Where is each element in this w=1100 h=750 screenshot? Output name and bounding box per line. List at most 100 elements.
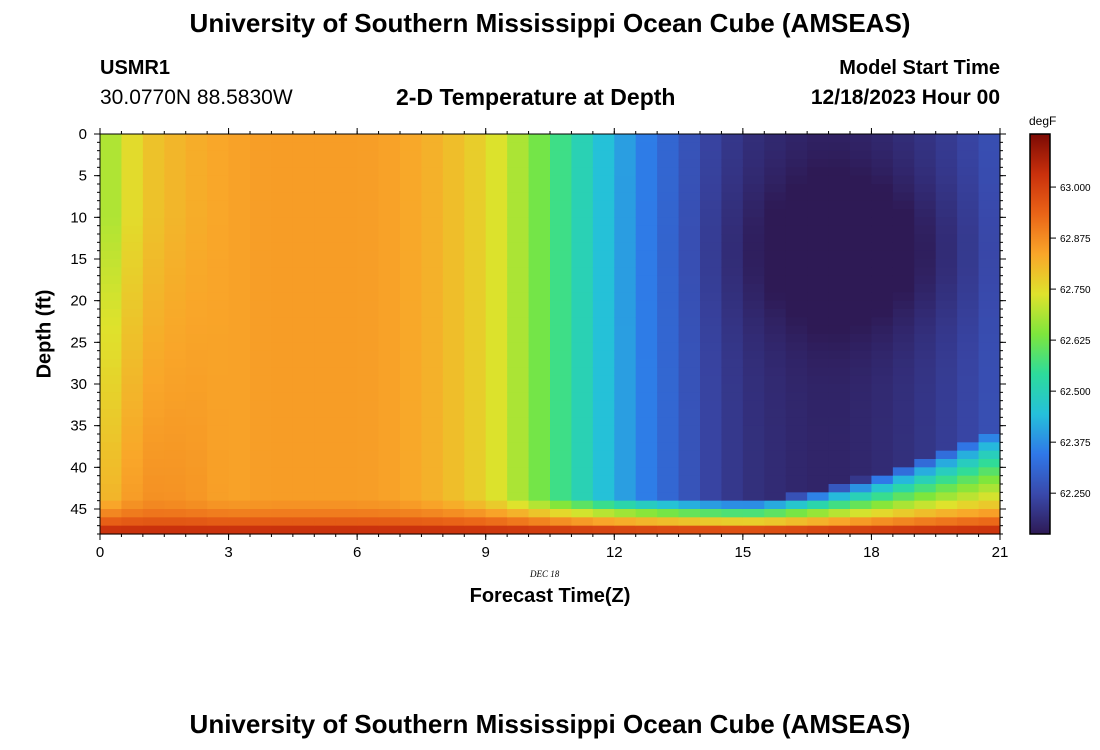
heatmap-cell: [957, 392, 980, 402]
heatmap-cell: [614, 142, 637, 152]
heatmap-cell: [271, 317, 294, 327]
heatmap-cell: [314, 317, 337, 327]
heatmap-cell: [571, 359, 594, 368]
heatmap-cell: [378, 142, 401, 152]
heatmap-cell: [785, 525, 808, 535]
heatmap-cell: [292, 267, 315, 277]
heatmap-cell: [571, 367, 594, 377]
heatmap-cell: [228, 442, 251, 452]
heatmap-cell: [807, 259, 830, 268]
heatmap-cell: [635, 392, 658, 402]
heatmap-cell: [892, 442, 915, 452]
heatmap-cell: [292, 409, 315, 418]
heatmap-cell: [528, 275, 551, 285]
heatmap-cell: [721, 234, 744, 243]
heatmap-cell: [850, 250, 873, 260]
heatmap-cell: [250, 459, 273, 468]
heatmap-cell: [657, 500, 680, 510]
heatmap-cell: [914, 350, 937, 360]
heatmap-cell: [228, 475, 251, 485]
heatmap-cell: [142, 150, 165, 160]
heatmap-cell: [850, 159, 873, 168]
heatmap-cell: [400, 242, 423, 252]
heatmap-cell: [250, 200, 273, 210]
x-tick-label: 3: [224, 544, 232, 561]
heatmap-cell: [742, 459, 765, 468]
heatmap-cell: [121, 400, 144, 410]
heatmap-cell: [892, 475, 915, 485]
heatmap-cell: [292, 392, 315, 402]
heatmap-cell: [142, 475, 165, 485]
heatmap-cell: [335, 384, 358, 393]
heatmap-cell: [700, 192, 723, 202]
heatmap-cell: [550, 467, 573, 477]
heatmap-cell: [678, 242, 701, 252]
heatmap-cell: [914, 134, 937, 143]
heatmap-cell: [914, 317, 937, 327]
heatmap-cell: [592, 517, 615, 527]
heatmap-cell: [228, 509, 251, 518]
heatmap-cell: [335, 259, 358, 268]
heatmap-cell: [100, 259, 123, 268]
heatmap-cell: [957, 500, 980, 510]
heatmap-cell: [657, 417, 680, 427]
heatmap-cell: [442, 142, 465, 152]
heatmap-cell: [314, 342, 337, 352]
heatmap-cell: [785, 517, 808, 527]
heatmap-cell: [292, 459, 315, 468]
heatmap-cell: [871, 400, 894, 410]
heatmap-cell: [892, 309, 915, 318]
heatmap-cell: [635, 267, 658, 277]
x-tick-label: 15: [735, 544, 752, 561]
heatmap-cell: [807, 292, 830, 302]
heatmap-cell: [957, 442, 980, 452]
heatmap-cell: [571, 167, 594, 177]
heatmap-cell: [807, 325, 830, 335]
heatmap-cell: [357, 167, 380, 177]
heatmap-cell: [335, 492, 358, 502]
heatmap-cell: [100, 492, 123, 502]
heatmap-cell: [721, 217, 744, 227]
heatmap-cell: [914, 409, 937, 418]
heatmap-cell: [850, 350, 873, 360]
heatmap-cell: [657, 392, 680, 402]
heatmap-cell: [271, 409, 294, 418]
heatmap-cell: [828, 150, 851, 160]
heatmap-cell: [485, 142, 508, 152]
heatmap-cell: [100, 392, 123, 402]
heatmap-cell: [828, 325, 851, 335]
heatmap-cell: [592, 292, 615, 302]
heatmap-cell: [528, 425, 551, 435]
heatmap-cell: [935, 500, 958, 510]
heatmap-cell: [657, 459, 680, 468]
heatmap-cell: [571, 267, 594, 277]
heatmap-cell: [721, 459, 744, 468]
heatmap-cell: [764, 217, 787, 227]
heatmap-cell: [207, 217, 230, 227]
heatmap-cell: [935, 267, 958, 277]
heatmap-cell: [678, 159, 701, 168]
heatmap-cell: [464, 484, 487, 493]
heatmap-cell: [700, 334, 723, 343]
heatmap-cell: [807, 342, 830, 352]
heatmap-cell: [121, 284, 144, 293]
heatmap-cell: [378, 267, 401, 277]
heatmap-cell: [164, 434, 187, 443]
heatmap-cell: [228, 450, 251, 460]
heatmap-cell: [121, 375, 144, 385]
heatmap-cell: [657, 359, 680, 368]
heatmap-cell: [121, 300, 144, 310]
heatmap-cell: [164, 200, 187, 210]
heatmap-cell: [250, 192, 273, 202]
heatmap-cell: [850, 275, 873, 285]
heatmap-cell: [550, 184, 573, 193]
heatmap-cell: [421, 225, 444, 235]
heatmap-cell: [764, 400, 787, 410]
heatmap-cell: [935, 467, 958, 477]
heatmap-cell: [314, 250, 337, 260]
heatmap-cell: [185, 334, 208, 343]
heatmap-cell: [721, 509, 744, 518]
heatmap-cell: [807, 359, 830, 368]
heatmap-cell: [742, 384, 765, 393]
heatmap-cell: [592, 442, 615, 452]
